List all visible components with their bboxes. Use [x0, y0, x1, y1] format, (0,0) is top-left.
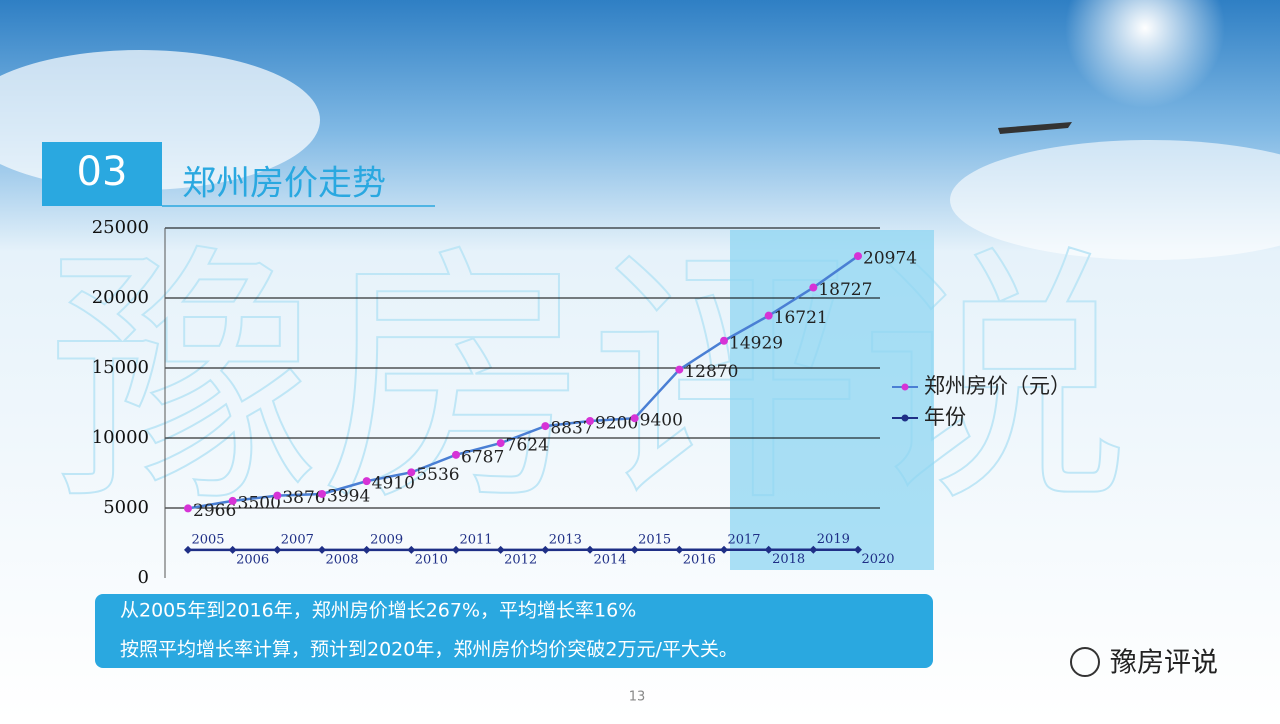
marker: [229, 497, 237, 505]
data-label: 2012: [504, 552, 537, 567]
data-label: 7624: [506, 436, 549, 456]
marker: [631, 414, 639, 422]
y-tick-label: 20000: [92, 287, 149, 308]
y-tick-label: 25000: [92, 217, 149, 238]
marker: [809, 284, 817, 292]
data-label: 2007: [281, 532, 314, 547]
legend-marker: [902, 384, 909, 391]
marker: [675, 366, 683, 374]
data-label: 2015: [638, 532, 671, 547]
data-label: 2010: [415, 552, 448, 567]
data-label: 20974: [863, 249, 917, 269]
marker: [854, 252, 862, 260]
y-tick-label: 0: [138, 567, 149, 588]
data-label: 12870: [684, 362, 738, 382]
data-label: 9400: [640, 411, 683, 431]
data-label: 2008: [325, 552, 358, 567]
marker: [407, 468, 415, 476]
marker: [184, 504, 192, 512]
page-number: 13: [629, 690, 646, 705]
data-label: 2016: [683, 552, 716, 567]
data-label: 2020: [861, 552, 894, 567]
data-label: 3876: [282, 488, 325, 508]
legend-marker: [902, 415, 909, 422]
data-label: 6787: [461, 447, 504, 467]
data-label: 2018: [772, 552, 805, 567]
data-label: 4910: [372, 474, 415, 494]
data-label: 2011: [459, 532, 492, 547]
marker: [273, 492, 281, 500]
marker: [541, 422, 549, 430]
marker: [452, 451, 460, 459]
data-label: 3994: [327, 486, 370, 506]
section-number: 03: [77, 149, 128, 195]
data-label: 16721: [774, 308, 828, 328]
marker: [497, 439, 505, 447]
brand: 豫房评说: [1110, 648, 1218, 679]
marker: [765, 312, 773, 320]
legend-label: 郑州房价（元）: [924, 374, 1071, 398]
data-label: 5536: [416, 465, 459, 485]
data-label: 2014: [593, 552, 626, 567]
marker: [586, 417, 594, 425]
y-tick-label: 5000: [103, 497, 149, 518]
data-label: 2005: [191, 532, 224, 547]
y-tick-label: 15000: [92, 357, 149, 378]
marker: [720, 337, 728, 345]
data-label: 18727: [818, 280, 872, 300]
data-label: 2017: [727, 532, 760, 547]
data-label: 14929: [729, 333, 783, 353]
marker: [318, 490, 326, 498]
note: 按照平均增长率计算，预计到2020年，郑州房价均价突破2万元/平大关。: [120, 639, 738, 661]
legend-label: 年份: [924, 405, 966, 429]
slide-title: 郑州房价走势: [182, 164, 386, 204]
data-label: 2006: [236, 552, 269, 567]
y-tick-label: 10000: [92, 427, 149, 448]
data-label: 2013: [549, 532, 582, 547]
note: 从2005年到2016年，郑州房价增长267%，平均增长率16%: [120, 600, 636, 622]
data-label: 2966: [193, 501, 236, 521]
data-label: 2019: [817, 532, 850, 547]
marker: [363, 477, 371, 485]
data-label: 2009: [370, 532, 403, 547]
